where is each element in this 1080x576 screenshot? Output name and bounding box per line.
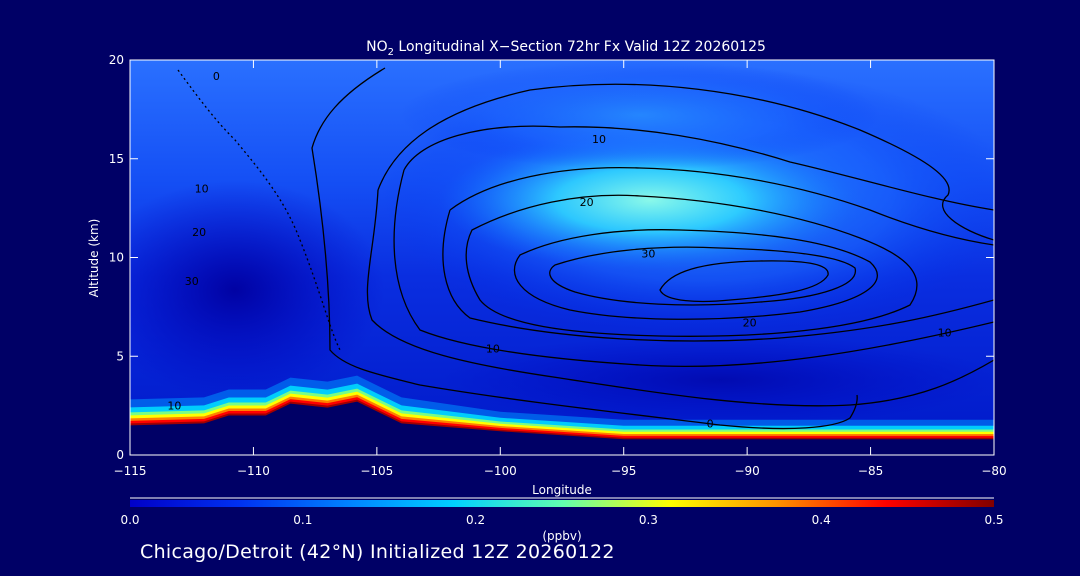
x-tick-label: −105 [360,464,393,478]
low-concentration-region [130,180,385,400]
y-tick-label: 10 [109,251,124,265]
colorbar-tick-label: 0.3 [639,513,658,527]
contour-10 [393,125,994,368]
low-concentration-region-2 [440,335,994,425]
y-tick-label: 20 [109,53,124,67]
y-axis-label: Altitude (km) [87,219,101,298]
x-tick-label: −95 [611,464,636,478]
contour-label: 30 [185,275,199,288]
colorbar-tick-label: 0.2 [466,513,485,527]
contour-30 [549,246,856,306]
x-tick-label: −90 [734,464,759,478]
colorbar-ticks: 0.0 0.1 0.2 0.3 0.4 0.5 [120,513,1003,527]
x-tick-label: −115 [114,464,147,478]
contour-5-lower [366,189,994,407]
contour-label: 0 [213,70,220,83]
x-tick-label: −110 [237,464,270,478]
contour-20 [465,194,918,337]
y-tick-label: 15 [109,152,124,166]
contour-label: 10 [486,342,500,355]
y-axis: 0 5 10 15 20 [109,53,994,462]
contour-label: 10 [167,400,181,413]
contour-left-0 [177,69,341,351]
contour-5-outer [377,83,994,241]
colorbar [130,500,994,507]
y-tick-label: 0 [116,448,124,462]
colorbar-tick-label: 0.5 [984,513,1003,527]
chart-title: NO2 Longitudinal X−Section 72hr Fx Valid… [366,39,766,58]
x-axis: −115 −110 −105 −100 −95 −90 −85 −80 [114,60,1007,478]
contour-label: 0 [707,417,714,430]
contour-15 [442,166,994,342]
y-tick-label: 5 [116,349,124,363]
contour-label: 20 [743,317,757,330]
contour-25 [513,229,878,320]
colorbar-tick-label: 0.0 [120,513,139,527]
contour-35 [659,260,829,303]
x-tick-label: −100 [484,464,517,478]
contour-label: 20 [192,226,206,239]
contours [177,67,994,430]
contour-labels: 10 20 30 20 10 10 0 0 10 20 30 10 [167,70,951,431]
contour-label: 30 [641,248,655,261]
contour-0 [311,67,858,430]
x-tick-label: −85 [858,464,883,478]
plume-upper [400,60,880,170]
colorbar-tick-label: 0.1 [293,513,312,527]
terrain [130,401,994,455]
contour-label: 10 [195,182,209,195]
colorbar-tick-label: 0.4 [812,513,831,527]
plot-area: 10 20 30 20 10 10 0 0 10 20 30 10 [130,60,994,455]
contour-label: 10 [938,327,952,340]
contour-label: 20 [580,196,594,209]
x-tick-label: −80 [981,464,1006,478]
x-axis-label: Longitude [532,483,592,497]
contour-label: 10 [592,133,606,146]
colorbar-label: (ppbv) [542,529,581,543]
footer-caption: Chicago/Detroit (42°N) Initialized 12Z 2… [140,541,615,563]
